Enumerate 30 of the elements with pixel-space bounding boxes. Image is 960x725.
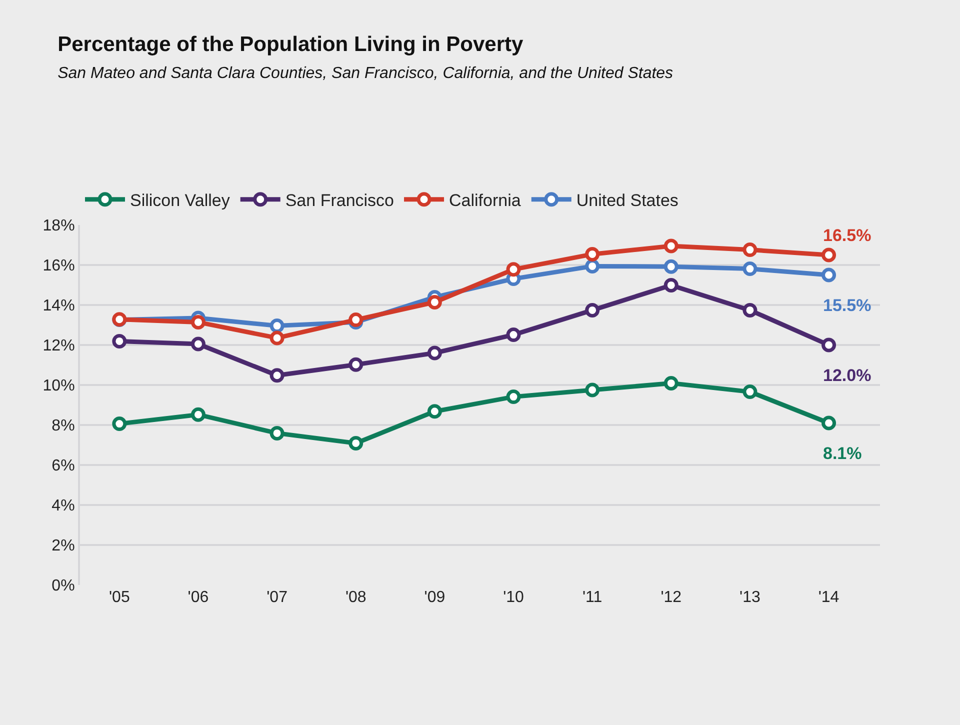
legend-label: San Francisco: [285, 190, 394, 210]
y-tick-label: 8%: [52, 418, 75, 435]
y-tick-label: 2%: [52, 538, 75, 555]
y-tick-label: 0%: [52, 578, 75, 595]
legend-label: California: [449, 190, 522, 210]
y-tick-label: 16%: [42, 258, 75, 275]
x-tick-label: '07: [266, 589, 288, 606]
x-tick-label: '08: [345, 589, 366, 606]
data-label: 15.5%: [823, 296, 872, 315]
x-tick-label: '14: [818, 589, 840, 606]
x-tick-label: '13: [740, 589, 760, 606]
x-tick-label: '10: [503, 589, 524, 606]
y-tick-label: 18%: [42, 218, 75, 235]
x-tick-label: '09: [424, 589, 446, 606]
y-tick-label: 14%: [42, 298, 75, 315]
x-tick-label: '06: [188, 589, 209, 606]
legend-label: United States: [576, 190, 678, 210]
y-tick-label: 6%: [52, 458, 75, 475]
x-tick-label: '12: [660, 589, 682, 606]
chart-subtitle: San Mateo and Santa Clara Counties, San Francisco, California, and the United States: [58, 65, 674, 82]
chart-title: Percentage of the Population Living in Poverty: [58, 32, 524, 56]
data-label: 16.5%: [823, 226, 872, 245]
data-label: 8.1%: [823, 444, 862, 463]
legend-label: Silicon Valley: [130, 190, 230, 210]
x-tick-label: '05: [108, 589, 130, 606]
y-tick-label: 4%: [52, 498, 75, 515]
y-tick-label: 12%: [42, 338, 75, 355]
x-tick-label: '11: [582, 589, 602, 606]
y-tick-label: 10%: [42, 378, 75, 395]
data-label: 12.0%: [823, 366, 872, 385]
